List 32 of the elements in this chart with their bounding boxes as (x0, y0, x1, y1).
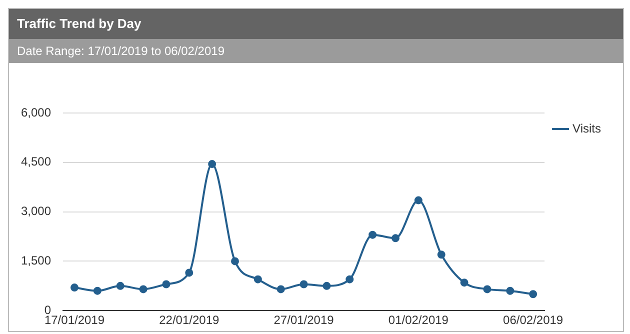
point (185, 268, 194, 277)
y-tick-label: 1,500 (21, 254, 52, 268)
point (300, 280, 308, 288)
point (322, 282, 331, 290)
legend-label: Visits (572, 121, 601, 136)
point (139, 285, 148, 294)
x-tick-label: 27/01/2019 (274, 313, 334, 328)
point (529, 290, 538, 298)
point (483, 285, 492, 294)
point (162, 280, 170, 288)
y-tick-label: 6,000 (21, 105, 52, 120)
y-tick-label: 4,500 (21, 154, 52, 169)
point (116, 282, 124, 290)
point (368, 230, 377, 239)
point (276, 285, 285, 294)
x-tick-label: 01/02/2019 (388, 313, 449, 328)
point (460, 278, 468, 287)
chart-title: Traffic Trend by Day (9, 9, 623, 39)
y-tick-label: 3,000 (21, 204, 52, 218)
x-tick-label: 06/02/2019 (503, 313, 564, 328)
point (346, 275, 354, 284)
point (392, 234, 400, 242)
chart-subtitle: Date Range: 17/01/2019 to 06/02/2019 (9, 39, 623, 63)
point (208, 160, 216, 168)
point (254, 275, 262, 284)
point (70, 284, 78, 292)
point (437, 250, 446, 259)
point (93, 286, 102, 295)
point (231, 257, 239, 266)
point (506, 286, 514, 295)
point (414, 196, 422, 204)
x-tick-label: 22/01/2019 (159, 313, 220, 328)
